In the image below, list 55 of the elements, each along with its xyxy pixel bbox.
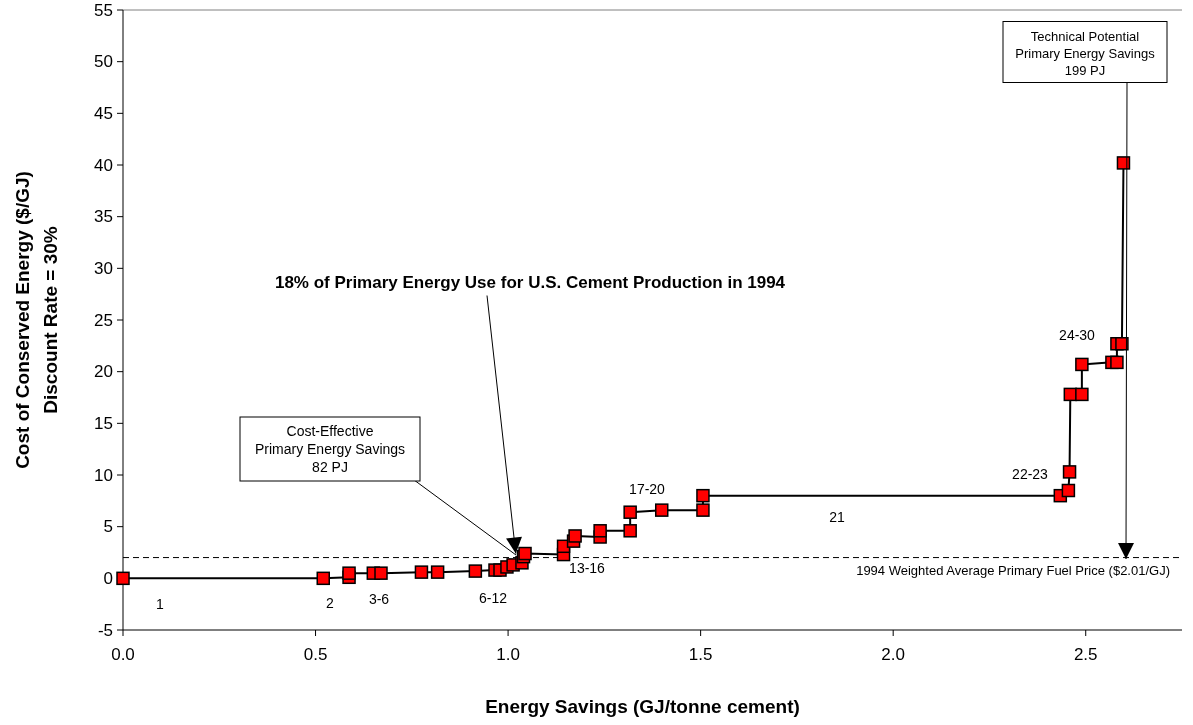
annotation: 18% of Primary Energy Use for U.S. Cement Production in 1994	[274, 272, 786, 292]
annotation: 3-6	[368, 591, 390, 607]
point	[623, 505, 637, 519]
y-tick-label: 35	[94, 207, 113, 227]
point	[414, 565, 429, 579]
y-tick-label: 55	[94, 0, 113, 20]
point	[654, 503, 669, 517]
x-axis-title: Energy Savings (GJ/tonne cement)	[485, 696, 800, 717]
point	[623, 524, 637, 538]
point	[116, 571, 130, 586]
annotation: 24-30	[1059, 327, 1096, 343]
annotation: 6-12	[478, 590, 508, 606]
y-tick-label: 45	[94, 103, 113, 123]
annotation: 2	[326, 595, 335, 611]
point	[430, 565, 445, 579]
annotation: Cost-Effective Primary Energy Savings 82 PJ	[254, 423, 406, 475]
y-tick-label: 40	[94, 155, 113, 175]
x-tick-label: 0.5	[303, 645, 328, 664]
y-tick-label: -5	[97, 620, 113, 640]
annotation: Technical Potential Primary Energy Savings 199 PJ	[1015, 28, 1156, 78]
x-tick-label: 2.5	[1073, 645, 1098, 664]
point	[316, 571, 330, 586]
point	[468, 564, 483, 578]
x-tick-label: 0.0	[111, 645, 135, 664]
x-tick-label: 1.0	[496, 645, 520, 664]
point	[342, 566, 356, 580]
annotation: 21	[829, 509, 845, 525]
point	[696, 488, 710, 503]
point	[593, 524, 607, 538]
annotation: 1	[156, 596, 165, 612]
x-tick-label: 2.0	[881, 645, 905, 664]
point	[1062, 465, 1077, 479]
y-tick-label: 20	[94, 362, 113, 382]
point	[1115, 337, 1129, 351]
annotation: 22-23	[1012, 466, 1049, 482]
point	[1075, 387, 1089, 402]
point	[374, 566, 388, 580]
x-tick-label: 1.5	[688, 645, 713, 664]
point	[696, 503, 710, 517]
y-tick-label: 10	[94, 465, 113, 485]
point	[1061, 483, 1076, 498]
y-tick-label: 30	[94, 258, 113, 278]
point	[1075, 357, 1089, 372]
annotation: 17-20	[629, 481, 666, 497]
y-axis-title: Cost of Conserved Energy ($/GJ) Discount Rate = 30%	[12, 171, 61, 469]
point	[1116, 156, 1131, 170]
annotation: 13-16	[569, 560, 606, 576]
y-tick-label: 25	[94, 310, 113, 330]
legend-label: 1994 Weighted Average Primary Fuel Price ($2.01/GJ)	[856, 562, 1170, 578]
y-tick-label: 5	[103, 517, 113, 537]
point	[568, 529, 582, 543]
y-tick-label: 15	[94, 413, 113, 433]
point	[1110, 355, 1124, 370]
y-tick-label: 0	[103, 568, 113, 588]
y-tick-label: 50	[94, 52, 113, 72]
